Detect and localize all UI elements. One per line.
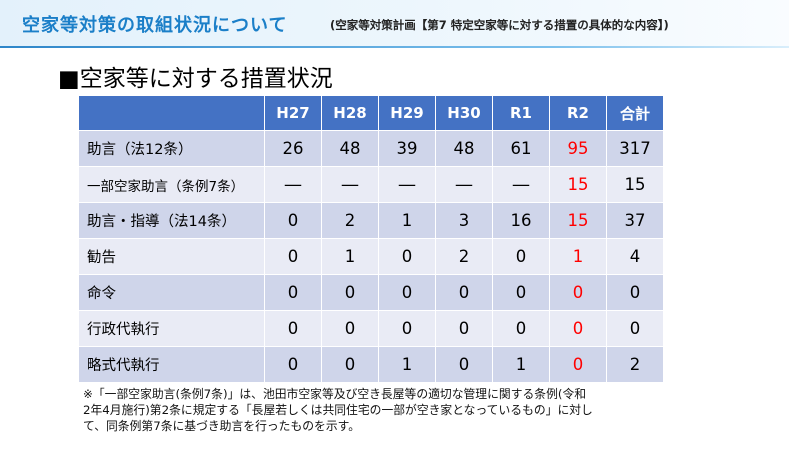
column-header: H29	[379, 96, 436, 131]
table-cell: 0	[436, 311, 493, 347]
page-subtitle: (空家等対策計画【第7 特定空家等に対する措置の具体的な内容】)	[330, 18, 669, 32]
table-cell-total: 317	[607, 131, 664, 167]
table-cell: 61	[493, 131, 550, 167]
header-band	[0, 0, 789, 46]
table-row: 略式代執行 0 0 1 0 1 0 2	[79, 347, 664, 383]
table-cell: ―	[379, 167, 436, 203]
table-cell-highlight: 15	[550, 167, 607, 203]
column-header: R2	[550, 96, 607, 131]
column-header: H27	[265, 96, 322, 131]
section-heading: ■空家等に対する措置状況	[58, 66, 333, 92]
table-row: 命令 0 0 0 0 0 0 0	[79, 275, 664, 311]
header-divider	[0, 46, 789, 48]
table-cell: 3	[436, 203, 493, 239]
table-cell: 0	[265, 275, 322, 311]
table-cell: 1	[493, 347, 550, 383]
page-title: 空家等対策の取組状況について	[22, 15, 288, 36]
table-cell: 1	[379, 203, 436, 239]
table-cell: 0	[379, 311, 436, 347]
row-label: 助言・指導（法14条）	[79, 203, 265, 239]
footnote-line: て、同条例第7条に基づき助言を行ったものを示す。	[83, 419, 361, 433]
table-cell: 39	[379, 131, 436, 167]
table-cell-total: 0	[607, 311, 664, 347]
table-cell-total: 2	[607, 347, 664, 383]
row-label: 行政代執行	[79, 311, 265, 347]
footnote-line: ※「一部空家助言(条例7条)」は、池田市空家等及び空き長屋等の適切な管理に関する…	[83, 387, 587, 401]
table-cell: 48	[322, 131, 379, 167]
table-row: 行政代執行 0 0 0 0 0 0 0	[79, 311, 664, 347]
footnote-line: 2年4月施行)第2条に規定する「長屋若しくは共同住宅の一部が空き家となっているも…	[83, 403, 593, 417]
table-cell: 0	[265, 239, 322, 275]
column-header: H30	[436, 96, 493, 131]
table-cell: 48	[436, 131, 493, 167]
table-row: 助言（法12条） 26 48 39 48 61 95 317	[79, 131, 664, 167]
table-cell: ―	[493, 167, 550, 203]
table-cell: 0	[265, 347, 322, 383]
table-cell-highlight: 1	[550, 239, 607, 275]
table-cell: 0	[322, 275, 379, 311]
row-label: 助言（法12条）	[79, 131, 265, 167]
table-cell: 0	[436, 347, 493, 383]
table-cell: 16	[493, 203, 550, 239]
table-cell: 26	[265, 131, 322, 167]
measures-table: H27 H28 H29 H30 R1 R2 合計 助言（法12条） 26 48 …	[79, 96, 664, 383]
table-cell: 0	[436, 275, 493, 311]
table-header-row: H27 H28 H29 H30 R1 R2 合計	[79, 96, 664, 131]
table-cell: 0	[493, 275, 550, 311]
table-cell: 0	[322, 311, 379, 347]
table-cell-total: 15	[607, 167, 664, 203]
table-cell-highlight: 95	[550, 131, 607, 167]
table-cell: 0	[265, 311, 322, 347]
column-header: H28	[322, 96, 379, 131]
row-label: 略式代執行	[79, 347, 265, 383]
row-label: 勧告	[79, 239, 265, 275]
table-row: 勧告 0 1 0 2 0 1 4	[79, 239, 664, 275]
table-cell-highlight: 15	[550, 203, 607, 239]
table-cell-total: 0	[607, 275, 664, 311]
table-cell: 0	[379, 239, 436, 275]
column-header: R1	[493, 96, 550, 131]
table-corner-cell	[79, 96, 265, 131]
table-cell: 0	[493, 311, 550, 347]
table-cell-total: 4	[607, 239, 664, 275]
table-cell: 0	[265, 203, 322, 239]
table-row: 助言・指導（法14条） 0 2 1 3 16 15 37	[79, 203, 664, 239]
row-label: 一部空家助言（条例7条）	[79, 167, 265, 203]
table-cell-highlight: 0	[550, 347, 607, 383]
table-cell: 0	[379, 275, 436, 311]
table-cell: ―	[436, 167, 493, 203]
table-cell: ―	[322, 167, 379, 203]
table-cell: 0	[322, 347, 379, 383]
table-cell-highlight: 0	[550, 311, 607, 347]
table-row: 一部空家助言（条例7条） ― ― ― ― ― 15 15	[79, 167, 664, 203]
table-cell: 1	[322, 239, 379, 275]
table-cell: 2	[322, 203, 379, 239]
table-cell: 1	[379, 347, 436, 383]
table-cell-total: 37	[607, 203, 664, 239]
table-cell: ―	[265, 167, 322, 203]
footnote: ※「一部空家助言(条例7条)」は、池田市空家等及び空き長屋等の適切な管理に関する…	[83, 386, 683, 434]
column-header: 合計	[607, 96, 664, 131]
table-cell-highlight: 0	[550, 275, 607, 311]
table-cell: 2	[436, 239, 493, 275]
table-cell: 0	[493, 239, 550, 275]
row-label: 命令	[79, 275, 265, 311]
